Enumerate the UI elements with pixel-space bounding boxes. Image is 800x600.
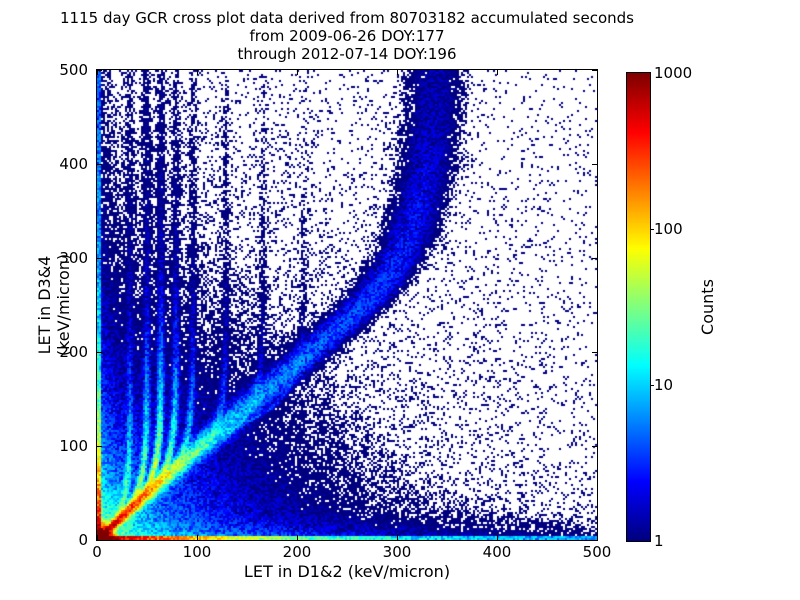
y-axis-label: LET in D3&4 (keV/micron): [35, 253, 73, 357]
y-tick-label: 500: [59, 61, 88, 79]
plot-title-line3: through 2012-07-14 DOY:196: [237, 45, 457, 63]
y-tick-label: 200: [59, 343, 88, 361]
colorbar-tick-label: 1000: [654, 64, 693, 82]
density-heatmap-canvas: [97, 70, 597, 540]
plot-title-line2: from 2009-06-26 DOY:177: [249, 27, 445, 45]
colorbar-tick-label: 1: [654, 532, 664, 550]
colorbar-tick-mark: [650, 228, 654, 230]
x-tick-label: 100: [182, 543, 212, 561]
y-tick-label: 300: [59, 249, 88, 267]
x-tick-label: 500: [582, 543, 612, 561]
colorbar-tick-mark: [650, 384, 654, 386]
x-axis-label: LET in D1&2 (keV/micron): [243, 562, 451, 581]
y-tick-label: 400: [59, 155, 88, 173]
colorbar-gradient-canvas: [627, 73, 650, 541]
colorbar: [626, 72, 651, 542]
plot-area: [96, 69, 598, 541]
plot-title: 1115 day GCR cross plot data derived fro…: [0, 9, 694, 63]
x-tick-label: 0: [92, 543, 102, 561]
x-tick-label: 400: [482, 543, 512, 561]
colorbar-tick-label: 10: [654, 376, 674, 394]
colorbar-label: Counts: [698, 279, 717, 335]
y-tick-label: 100: [59, 437, 88, 455]
x-tick-label: 200: [282, 543, 312, 561]
x-tick-label: 300: [382, 543, 412, 561]
plot-title-line1: 1115 day GCR cross plot data derived fro…: [60, 9, 634, 27]
y-tick-label: 0: [78, 531, 88, 549]
colorbar-tick-label: 100: [654, 220, 683, 238]
